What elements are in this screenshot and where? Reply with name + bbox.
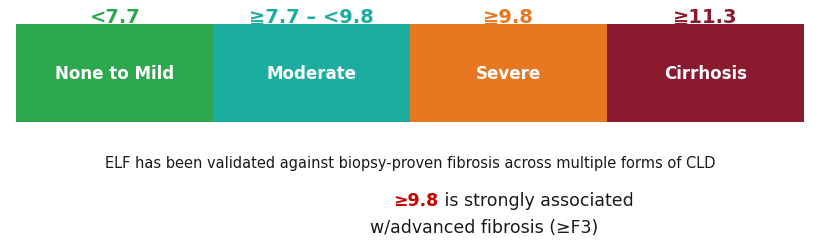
Bar [606, 24, 803, 122]
Text: Cirrhosis: Cirrhosis [663, 65, 746, 83]
Text: ≧7.7 – <9.8: ≧7.7 – <9.8 [249, 8, 373, 27]
Text: is strongly associated: is strongly associated [438, 192, 633, 210]
Text: None to Mild: None to Mild [55, 65, 174, 83]
Text: ELF has been validated against biopsy-proven fibrosis across multiple forms of C: ELF has been validated against biopsy-pr… [105, 156, 714, 171]
Text: w/advanced fibrosis (≥F3): w/advanced fibrosis (≥F3) [369, 219, 597, 237]
Bar [410, 24, 606, 122]
Bar [16, 24, 213, 122]
Bar [213, 24, 410, 122]
Text: ≧11.3: ≧11.3 [672, 8, 736, 27]
Text: Severe: Severe [475, 65, 541, 83]
Text: Moderate: Moderate [266, 65, 356, 83]
Text: ≥9.8: ≥9.8 [393, 192, 438, 210]
Text: <7.7: <7.7 [89, 8, 140, 27]
Text: ≧9.8: ≧9.8 [482, 8, 533, 27]
